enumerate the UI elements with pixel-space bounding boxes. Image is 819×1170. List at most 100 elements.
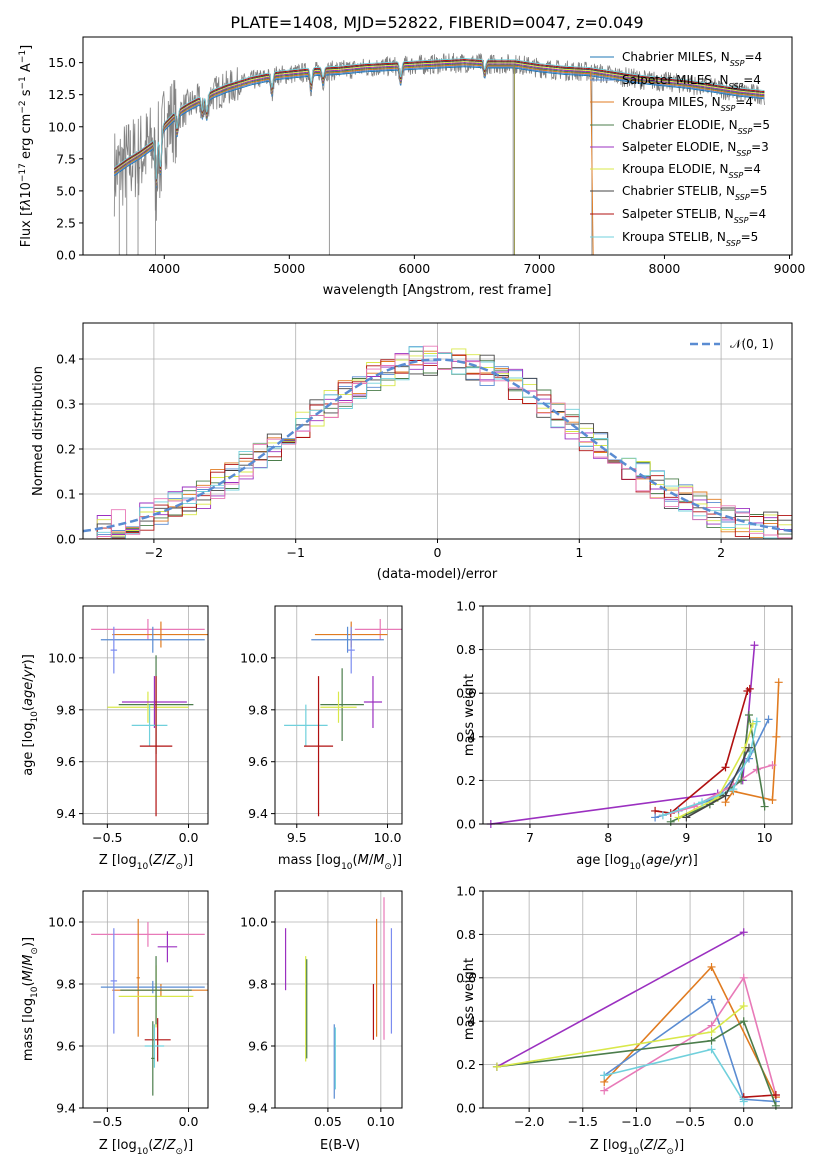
errorbar-point — [110, 626, 118, 674]
errorbar-point — [107, 691, 189, 723]
mass-weight-marker — [729, 785, 738, 794]
age-weight-axes-frame — [482, 605, 793, 825]
mass-weight-line — [678, 723, 754, 819]
residuals-xlabel: (data-model)/error — [377, 567, 498, 582]
x-tick-label: 10 — [757, 830, 773, 845]
legend-label-normal: 𝒩(0, 1) — [730, 337, 774, 351]
spectrum-model-line — [114, 63, 765, 186]
errorbar-point — [91, 922, 205, 947]
z-weight-axes-frame — [482, 890, 793, 1109]
y-tick-label: 10.0 — [48, 915, 76, 930]
legend-entry: Salpeter MILES, NSSP=4 — [590, 73, 761, 91]
mass-weight-marker — [739, 973, 748, 982]
x-tick-label: 0.0 — [734, 1114, 754, 1129]
errorbar-point — [121, 676, 187, 728]
mass-weight-marker — [774, 678, 783, 687]
residuals-panel: −2 −1 0 1 2 0.0 0.1 0.2 0.3 0.4 (data-model)/erro… — [31, 322, 793, 582]
mass-weight-series — [682, 743, 753, 822]
z-weight-panel: −2.0 −1.5 −1.0 −0.5 0.0 0.0 0.2 0.4 0.6 0.8 1.0 Z … — [456, 884, 793, 1157]
mass-weight-marker — [752, 717, 761, 726]
mass-weight-marker — [707, 1028, 716, 1037]
mass-weight-marker — [750, 641, 759, 650]
y-tick-label: 0.4 — [456, 729, 476, 744]
mass-weight-marker — [651, 813, 660, 822]
y-tick-label: 10.0 — [240, 650, 268, 665]
residuals-legend: 𝒩(0, 1) — [690, 337, 774, 351]
y-tick-label: 9.4 — [248, 1101, 268, 1116]
legend-entry: Kroupa STELIB, NSSP=5 — [590, 230, 758, 248]
svg-text:Salpeter MILES, NSSP=4: Salpeter MILES, NSSP=4 — [622, 73, 761, 91]
spectrum-model-line — [114, 65, 765, 189]
mass-weight-series — [492, 1002, 748, 1071]
svg-text:Salpeter ELODIE, NSSP=3: Salpeter ELODIE, NSSP=3 — [622, 140, 769, 158]
x-tick-label: −1.5 — [568, 1114, 598, 1129]
spectrum-model-line — [114, 60, 765, 183]
mass-weight-marker — [739, 1097, 748, 1106]
x-tick-label: −1 — [286, 545, 304, 560]
ebv-mass-xlabel: E(B-V) — [320, 1138, 360, 1153]
errorbar-point — [136, 918, 140, 1037]
mass-age-xlabel: mass [log10(M/M⊙)] — [278, 853, 402, 872]
y-tick-label: 0.3 — [56, 397, 76, 412]
mass-weight-marker — [739, 1017, 748, 1026]
y-tick-label: 0.0 — [456, 817, 476, 832]
y-tick-label: 0.0 — [56, 532, 76, 547]
age-weight-panel: 7 8 9 10 0.0 0.2 0.4 0.6 0.8 1.0 age [log10(age/y… — [456, 599, 793, 872]
mass-weight-marker — [682, 813, 691, 822]
mass-age-panel: 9.5 10.0 9.4 9.6 9.8 10.0 mass [log10(M/M⊙)] — [240, 605, 403, 872]
spectrum-panel: PLATE=1408, MJD=52822, FIBERID=0047, z=0… — [18, 13, 805, 298]
spectrum-model-line — [114, 59, 765, 182]
spectrum-legend: Chabrier MILES, NSSP=4 Salpeter MILES, N… — [590, 50, 770, 248]
errorbar-point — [320, 668, 364, 741]
errorbar-point — [347, 626, 355, 674]
x-tick-label: 8 — [604, 830, 612, 845]
spectrum-model-line — [114, 66, 765, 189]
errorbar-point — [100, 626, 205, 653]
y-tick-label: 9.8 — [248, 702, 268, 717]
mass-weight-marker — [721, 791, 730, 800]
mass-weight-marker — [760, 802, 769, 811]
errorbar-point — [354, 618, 402, 640]
y-tick-label: 1.0 — [456, 599, 476, 614]
errorbar-point — [100, 980, 205, 994]
y-tick-label: 9.6 — [248, 754, 268, 769]
errorbar-point — [151, 1021, 155, 1096]
x-tick-label: −0.5 — [92, 1114, 122, 1129]
x-tick-label: 6000 — [398, 261, 430, 276]
mass-weight-line — [496, 1020, 777, 1107]
errorbar-point — [91, 618, 205, 640]
legend-entry: Chabrier MILES, NSSP=4 — [590, 50, 762, 68]
x-tick-label: 8000 — [649, 261, 681, 276]
y-tick-label: 0.2 — [56, 442, 76, 457]
svg-text:Kroupa ELODIE, NSSP=4: Kroupa ELODIE, NSSP=4 — [622, 162, 761, 180]
mass-weight-line — [743, 1094, 776, 1098]
x-tick-label: 9.5 — [287, 830, 307, 845]
mass-weight-marker — [744, 711, 753, 719]
errorbar-point — [320, 691, 357, 723]
x-tick-label: 7 — [526, 830, 534, 845]
legend-entry: Chabrier ELODIE, NSSP=5 — [590, 118, 770, 136]
mass-weight-marker — [739, 928, 748, 937]
errorbar-point — [110, 928, 118, 1034]
mass-weight-marker — [745, 684, 754, 693]
normal-reference-curve — [83, 358, 792, 533]
mass-age-axes-frame — [274, 605, 403, 825]
spectrum-axes-frame — [82, 36, 793, 256]
y-tick-label: 0.2 — [456, 773, 476, 788]
y-tick-label: 9.4 — [248, 806, 268, 821]
mass-weight-marker — [739, 1002, 748, 1011]
y-tick-label: 9.4 — [56, 1101, 76, 1116]
errorbar-point — [112, 621, 208, 648]
mass-weight-marker — [768, 796, 777, 805]
spectrum-xlabel: wavelength [Angstrom, rest frame] — [323, 283, 552, 298]
mass-weight-series — [651, 684, 754, 818]
y-tick-label: 9.6 — [248, 1039, 268, 1054]
y-tick-label: 9.6 — [56, 754, 76, 769]
y-tick-label: 2.5 — [56, 215, 76, 230]
x-tick-label: 0.0 — [179, 830, 199, 845]
legend-entry: Kroupa ELODIE, NSSP=4 — [590, 162, 761, 180]
spectrum-model-line — [114, 64, 765, 188]
legend-entry: Salpeter ELODIE, NSSP=3 — [590, 140, 769, 158]
mass-weight-line — [603, 998, 776, 1103]
mass-weight-marker — [707, 962, 716, 971]
